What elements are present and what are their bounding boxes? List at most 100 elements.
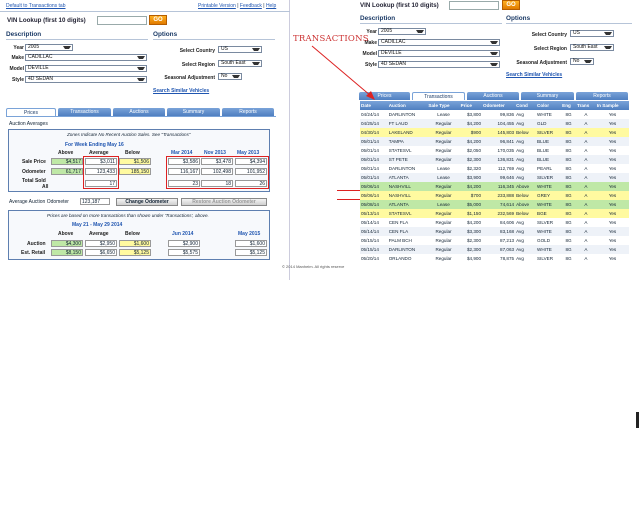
r-tab-reports[interactable]: Reports [576, 92, 628, 100]
th-color[interactable]: Color [536, 101, 562, 110]
r-tab-prices[interactable]: Prices [359, 92, 410, 100]
cell-auction[interactable]: TAMPA [387, 137, 428, 146]
row-retail-label: Est. Retail [21, 250, 46, 256]
vin-go-button[interactable]: GO [149, 15, 167, 25]
restore-odometer-button[interactable]: Restore Auction Odometer [181, 198, 267, 206]
table-row[interactable]: 05/01/14 STATESVL Regular $2,050 170,035 Avg B… [360, 146, 629, 155]
cell-color: PEARL [537, 166, 553, 171]
cell-auction[interactable]: STATESVL [387, 209, 428, 218]
cell-auction[interactable]: ATLANTA [387, 200, 428, 209]
cell-auction[interactable]: FT LAUD [387, 119, 428, 128]
cell-auction[interactable]: ORLANDO [388, 256, 412, 261]
r-search-similar-link[interactable]: Search Similar Vehicles [506, 72, 563, 78]
cell-price: $3,900 [459, 173, 483, 182]
th-eng[interactable]: Eng [561, 101, 577, 110]
cell-auction[interactable]: NASHVILL [387, 191, 428, 200]
th-trans[interactable]: Trans [576, 101, 596, 110]
table-row[interactable]: 05/01/14 TAMPA Regular $4,200 96,841 Avg BLUE 8… [360, 137, 629, 146]
table-row[interactable]: 05/15/14 DARLINTON Regular $2,300 87,063 Avg W… [360, 245, 629, 254]
cell-sale-type: Lease [437, 166, 450, 171]
th-cond[interactable]: Cond [515, 101, 537, 110]
th-date[interactable]: Date [360, 101, 388, 110]
country-select[interactable]: US [218, 46, 262, 53]
year-select[interactable]: 2005 [25, 44, 73, 51]
feedback-link[interactable]: Feedback [239, 3, 262, 9]
cell-cond: Avg [515, 227, 537, 236]
table-row[interactable]: 05/06/14 NASHVILL Regular $700 233,888 Below G… [360, 191, 629, 200]
cell-auction[interactable]: CEN FLA [388, 220, 409, 225]
month-head-3: May 2013 [237, 150, 260, 156]
table-row[interactable]: 05/08/14 ATLANTA Lease $5,000 74,614 Above WHI… [360, 200, 629, 209]
th-price[interactable]: Price [459, 101, 483, 110]
model-select[interactable]: DEVILLE [25, 65, 147, 72]
cell-auction[interactable]: ST PETE [387, 155, 428, 164]
vin-input[interactable] [97, 16, 147, 25]
printable-version-link[interactable]: Printable Version [198, 3, 236, 9]
table-row[interactable]: 05/06/14 NASHVILL Regular $4,200 116,345 Abov… [360, 182, 629, 191]
th-in-sample[interactable]: In Sample [595, 101, 629, 110]
tab-reports[interactable]: Reports [222, 108, 274, 116]
cell-color: GOLD [537, 238, 551, 243]
r-year-select[interactable]: 2005 [378, 28, 426, 35]
r-region-select[interactable]: South East [570, 44, 614, 51]
r-tab-transactions[interactable]: Transactions [412, 92, 465, 100]
tab-transactions[interactable]: Transactions [58, 108, 111, 116]
r-country-select[interactable]: US [570, 30, 614, 37]
table-row[interactable]: 05/13/14 STATESVL Regular $1,150 232,569 Belo… [360, 209, 629, 218]
table-row[interactable]: 04/25/14 FT LAUD Regular $4,200 104,455 Avg GL… [360, 119, 629, 128]
cell-color: WHITE [536, 245, 562, 254]
cell-auction[interactable]: ATLANTA [387, 173, 428, 182]
cell-sale-type: Regular [427, 245, 460, 254]
cell-in-sample: Yes [595, 155, 629, 164]
top-right-links: Printable Version | Feedback | Help [198, 3, 277, 9]
cell-auction[interactable]: DARLINTON [388, 112, 416, 117]
auction-averages-label: Auction Averages [9, 121, 48, 127]
r-tab-auctions[interactable]: Auctions [467, 92, 519, 100]
cell-auction[interactable]: PALM BCH [388, 238, 412, 243]
region-select[interactable]: South East [218, 60, 262, 67]
r-tab-summary[interactable]: Summary [521, 92, 574, 100]
r-model-select[interactable]: DEVILLE [378, 50, 500, 57]
r-seasonal-select[interactable]: No [570, 58, 594, 65]
make-select[interactable]: CADILLAC [25, 54, 147, 61]
cell-auction[interactable]: CEN FLA [387, 227, 428, 236]
cell-sale-type: Regular [427, 182, 460, 191]
tab-summary[interactable]: Summary [167, 108, 220, 116]
cell-auction[interactable]: LAKELAND [387, 128, 428, 137]
avg-odometer-input[interactable]: 123,187 [80, 198, 110, 205]
table-row[interactable]: 04/30/14 LAKELAND Regular $900 145,803 Below S… [360, 128, 629, 137]
th-odometer[interactable]: Odometer [482, 101, 516, 110]
default-transactions-link[interactable]: Default to Transactions tab [6, 3, 66, 9]
table-row[interactable]: 05/14/14 CEN FLA Regular $4,200 84,606 Avg SIL… [360, 218, 629, 227]
table-row[interactable]: 05/01/14 ATLANTA Lease $3,900 99,646 Avg SILVE… [360, 173, 629, 182]
r-style-select[interactable]: 4D SEDAN [378, 61, 500, 68]
cell-auction[interactable]: DARLINTON [388, 166, 416, 171]
table-row[interactable]: 05/15/14 PALM BCH Regular $2,300 87,213 Avg GO… [360, 236, 629, 245]
table-row[interactable]: 04/24/14 DARLINTON Lease $3,800 99,836 Avg WHI… [360, 110, 629, 119]
cell-eng: 8G [565, 166, 572, 171]
r-vin-input[interactable] [449, 1, 499, 10]
search-similar-link[interactable]: Search Similar Vehicles [153, 88, 210, 94]
help-link[interactable]: Help [265, 3, 277, 9]
table-row[interactable]: 05/01/14 ST PETE Regular $2,300 136,831 Avg BL… [360, 155, 629, 164]
seasonal-select[interactable]: No [218, 73, 242, 80]
r-make-select[interactable]: CADILLAC [378, 39, 500, 46]
left-tabs: Prices Transactions Auctions Summary Rep… [6, 108, 274, 116]
th-auction[interactable]: Auction [387, 101, 428, 110]
scroll-marker[interactable] [636, 412, 639, 428]
change-odometer-button[interactable]: Change Odometer [116, 198, 178, 206]
table-row[interactable]: 05/01/14 DARLINTON Lease $2,320 112,769 Avg PE… [360, 164, 629, 173]
sale-price-m3: $4,394 [235, 158, 267, 165]
th-sale-type[interactable]: Sale Type [427, 101, 460, 110]
cell-auction[interactable]: STATESVL [388, 148, 412, 153]
style-select[interactable]: 4D SEDAN [25, 76, 147, 83]
tab-prices[interactable]: Prices [6, 108, 56, 116]
cell-cond: Avg [515, 119, 537, 128]
month2-head-2: May 2015 [238, 231, 261, 237]
r-vin-go-button[interactable]: GO [502, 0, 520, 10]
tab-auctions[interactable]: Auctions [113, 108, 165, 116]
cell-auction[interactable]: NASHVILL [387, 182, 428, 191]
table-row[interactable]: 05/20/14 ORLANDO Regular $4,900 78,875 Avg SIL… [360, 254, 629, 263]
table-row[interactable]: 05/14/14 CEN FLA Regular $3,300 83,168 Avg WHI… [360, 227, 629, 236]
cell-auction[interactable]: DARLINTON [387, 245, 428, 254]
